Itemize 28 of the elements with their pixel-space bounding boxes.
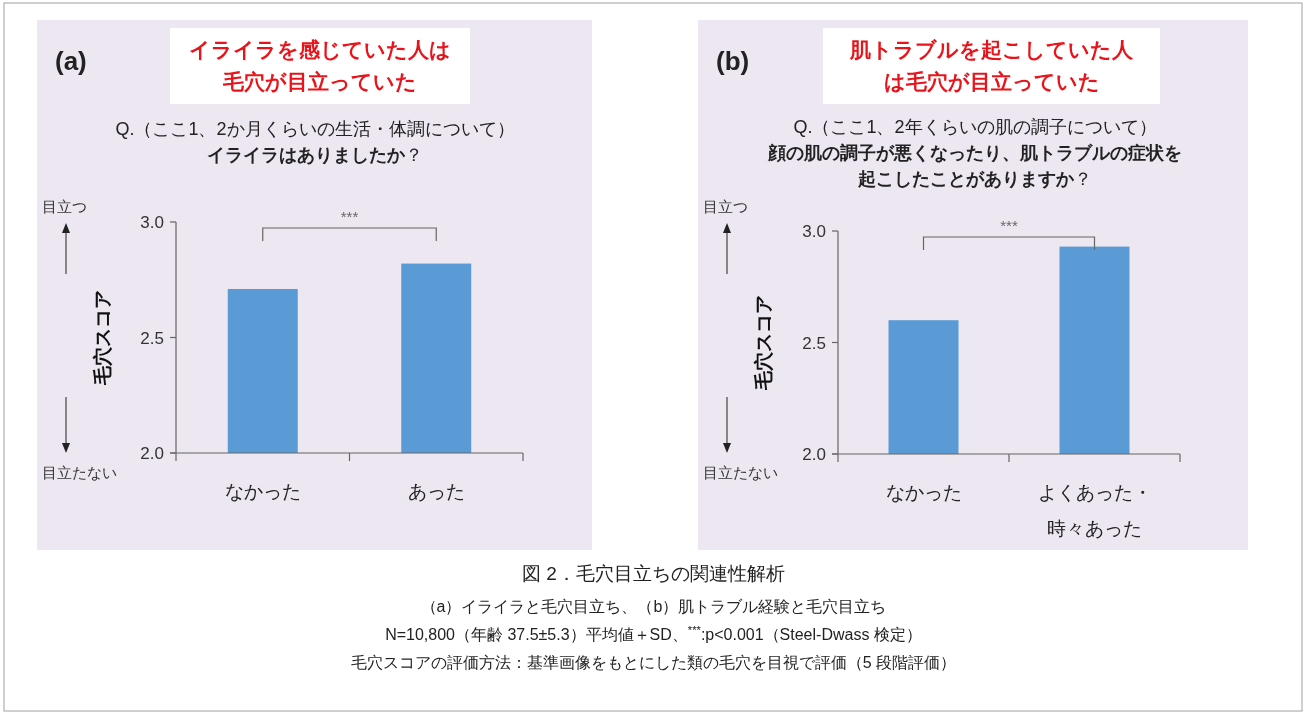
y-tick-label: 3.0 bbox=[802, 222, 826, 241]
category: あった bbox=[407, 481, 465, 502]
note-down: 目立たない bbox=[42, 464, 117, 481]
panel-label: (a) bbox=[55, 46, 87, 76]
subtitle: Q.（ここ1、2年くらいの肌の調子について）顔の肌の調子が悪くなったり、肌トラブルの症状を起こしたことがありますか？ bbox=[768, 117, 1182, 189]
y-axis-title: 毛穴スコア bbox=[753, 295, 774, 391]
panel-label: (b) bbox=[716, 46, 750, 76]
note-down: 目立たない bbox=[703, 464, 778, 481]
significance: *** bbox=[340, 208, 359, 225]
y-tick-label: 2.0 bbox=[802, 445, 826, 464]
y-tick-label: 3.0 bbox=[140, 213, 164, 232]
caption: N=10,800（年齢 37.5±5.3）平均値＋SD、$^{***}$:p<0.001（Steel-Dwass 検定） bbox=[385, 624, 922, 643]
caption: 図 2．毛穴目立ちの関連性解析 bbox=[522, 563, 785, 584]
category: よくあった・時々あった bbox=[1037, 482, 1152, 539]
caption: （a）イライラと毛穴目立ち、（b）肌トラブル経験と毛穴目立ち bbox=[420, 598, 887, 615]
title: 肌トラブルを起こしていた人は毛穴が目立っていた bbox=[850, 38, 1133, 93]
y-axis-title: 毛穴スコア bbox=[92, 290, 113, 386]
category: なかった bbox=[224, 481, 301, 502]
y-tick-label: 2.0 bbox=[140, 444, 164, 463]
y-tick-label: 2.5 bbox=[802, 333, 826, 353]
title: イライラを感じていた人は毛穴が目立っていた bbox=[189, 38, 451, 93]
caption: 毛穴スコアの評価方法：基準画像をもとにした類の毛穴を目視で評価（5 段階評価） bbox=[350, 654, 957, 671]
significance: *** bbox=[1000, 217, 1018, 234]
subtitle: Q.（ここ1、2か月くらいの生活・体調について）イライラはありましたか？ bbox=[115, 119, 515, 165]
category: なかった bbox=[885, 482, 962, 503]
note-up: 目立つ bbox=[703, 198, 748, 215]
note-up: 目立つ bbox=[42, 198, 87, 215]
y-tick-label: 2.5 bbox=[140, 328, 164, 348]
